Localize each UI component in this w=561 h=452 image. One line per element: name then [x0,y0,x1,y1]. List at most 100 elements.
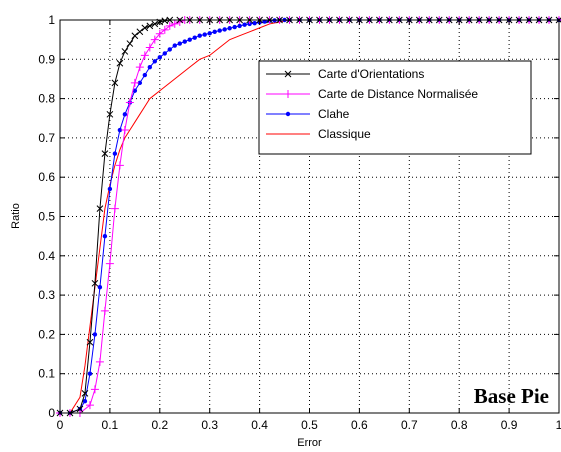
data-point [187,37,192,42]
legend-item: Classique [266,127,371,141]
data-point [141,24,149,32]
x-tick-label: 0.7 [401,418,418,432]
y-tick-label: 0.4 [38,249,55,263]
data-point [97,285,103,290]
data-point [112,151,118,156]
data-point [117,127,123,133]
data-point [107,186,113,192]
data-point [132,88,138,93]
ticks [59,19,560,414]
data-point [86,338,94,346]
data-point [237,23,242,29]
x-tick-label: 0.4 [251,418,268,432]
data-point [96,205,104,212]
legend-marker [284,90,292,98]
x-tick-label: 0.9 [501,418,518,432]
x-tick-label: 0.2 [151,418,168,432]
x-axis-label: Error [297,437,322,449]
data-point [126,40,134,47]
data-point [76,405,84,413]
y-axis-label: Ratio [10,203,22,229]
data-point [151,20,159,28]
y-tick-label: 0.1 [38,367,55,381]
data-point [146,22,154,30]
data-point [125,98,134,107]
data-point [110,204,119,213]
data-point [165,21,174,30]
data-point [101,150,109,157]
data-point [100,306,109,315]
data-point [91,279,99,287]
data-point [162,51,167,56]
data-point [85,401,94,410]
data-point [227,26,232,31]
data-point [111,79,119,87]
y-tick-labels: 0 0.1 0.2 0.3 0.4 0.5 0.6 0.7 0.8 0.9 1 [38,13,55,420]
data-point [147,64,153,70]
legend-item: Carte de Distance Normalisée [266,87,478,101]
y-tick-label: 0.7 [38,131,55,145]
data-point [82,399,88,404]
x-tick-label: 0.5 [301,418,318,432]
data-point [167,47,172,52]
data-point [87,371,93,376]
data-point [150,35,159,44]
legend-label: Clahe [318,107,350,121]
data-point [182,39,187,44]
y-tick-label: 1 [48,13,55,27]
data-point [172,43,177,48]
x-tick-label: 0.6 [351,418,368,432]
data-point [116,59,124,67]
data-point [136,28,144,36]
data-point [122,112,128,117]
data-point [106,110,114,118]
y-tick-label: 0 [48,406,55,420]
data-point [105,259,114,268]
legend-item: Carte d'Orientations [266,67,424,81]
y-tick-label: 0.5 [38,210,55,224]
data-point [155,29,164,38]
y-tick-label: 0.9 [38,52,55,66]
data-point [192,35,197,40]
data-point [197,33,202,38]
legend-label: Classique [318,127,371,141]
legend-marker [284,70,292,78]
grid [60,20,559,413]
data-point [217,28,222,33]
data-point [242,22,247,27]
data-point [95,357,104,366]
data-point [252,20,257,26]
legend-box [258,60,532,155]
data-point [115,161,124,170]
data-point [160,25,169,34]
data-point [92,332,98,337]
data-point [170,19,179,28]
data-point [152,59,158,64]
y-tick-label: 0.8 [38,92,55,106]
data-point [140,51,149,60]
data-point [232,24,237,30]
y-tick-label: 0.6 [38,170,55,184]
y-tick-label: 0.3 [38,288,55,302]
data-point [137,80,143,86]
chart-annotation: Base Pie [474,384,549,408]
legend-label: Carte d'Orientations [318,67,424,81]
data-point [121,48,129,55]
data-point [157,55,162,60]
x-tick-label: 0.3 [201,418,218,432]
x-tick-label: 1 [556,418,561,432]
data-point [120,126,129,135]
data-point [212,29,217,34]
data-point [207,31,212,36]
data-point [130,78,139,87]
legend-marker [285,111,291,117]
data-point [135,63,144,72]
x-tick-labels: 0 0.1 0.2 0.3 0.4 0.5 0.6 0.7 0.8 0.9 1 [57,418,561,432]
data-point [142,72,148,78]
x-tick-label: 0 [57,418,64,432]
x-tick-label: 0.1 [102,418,119,432]
legend-label: Carte de Distance Normalisée [318,87,478,101]
x-tick-label: 0.8 [451,418,468,432]
data-point [177,41,182,46]
